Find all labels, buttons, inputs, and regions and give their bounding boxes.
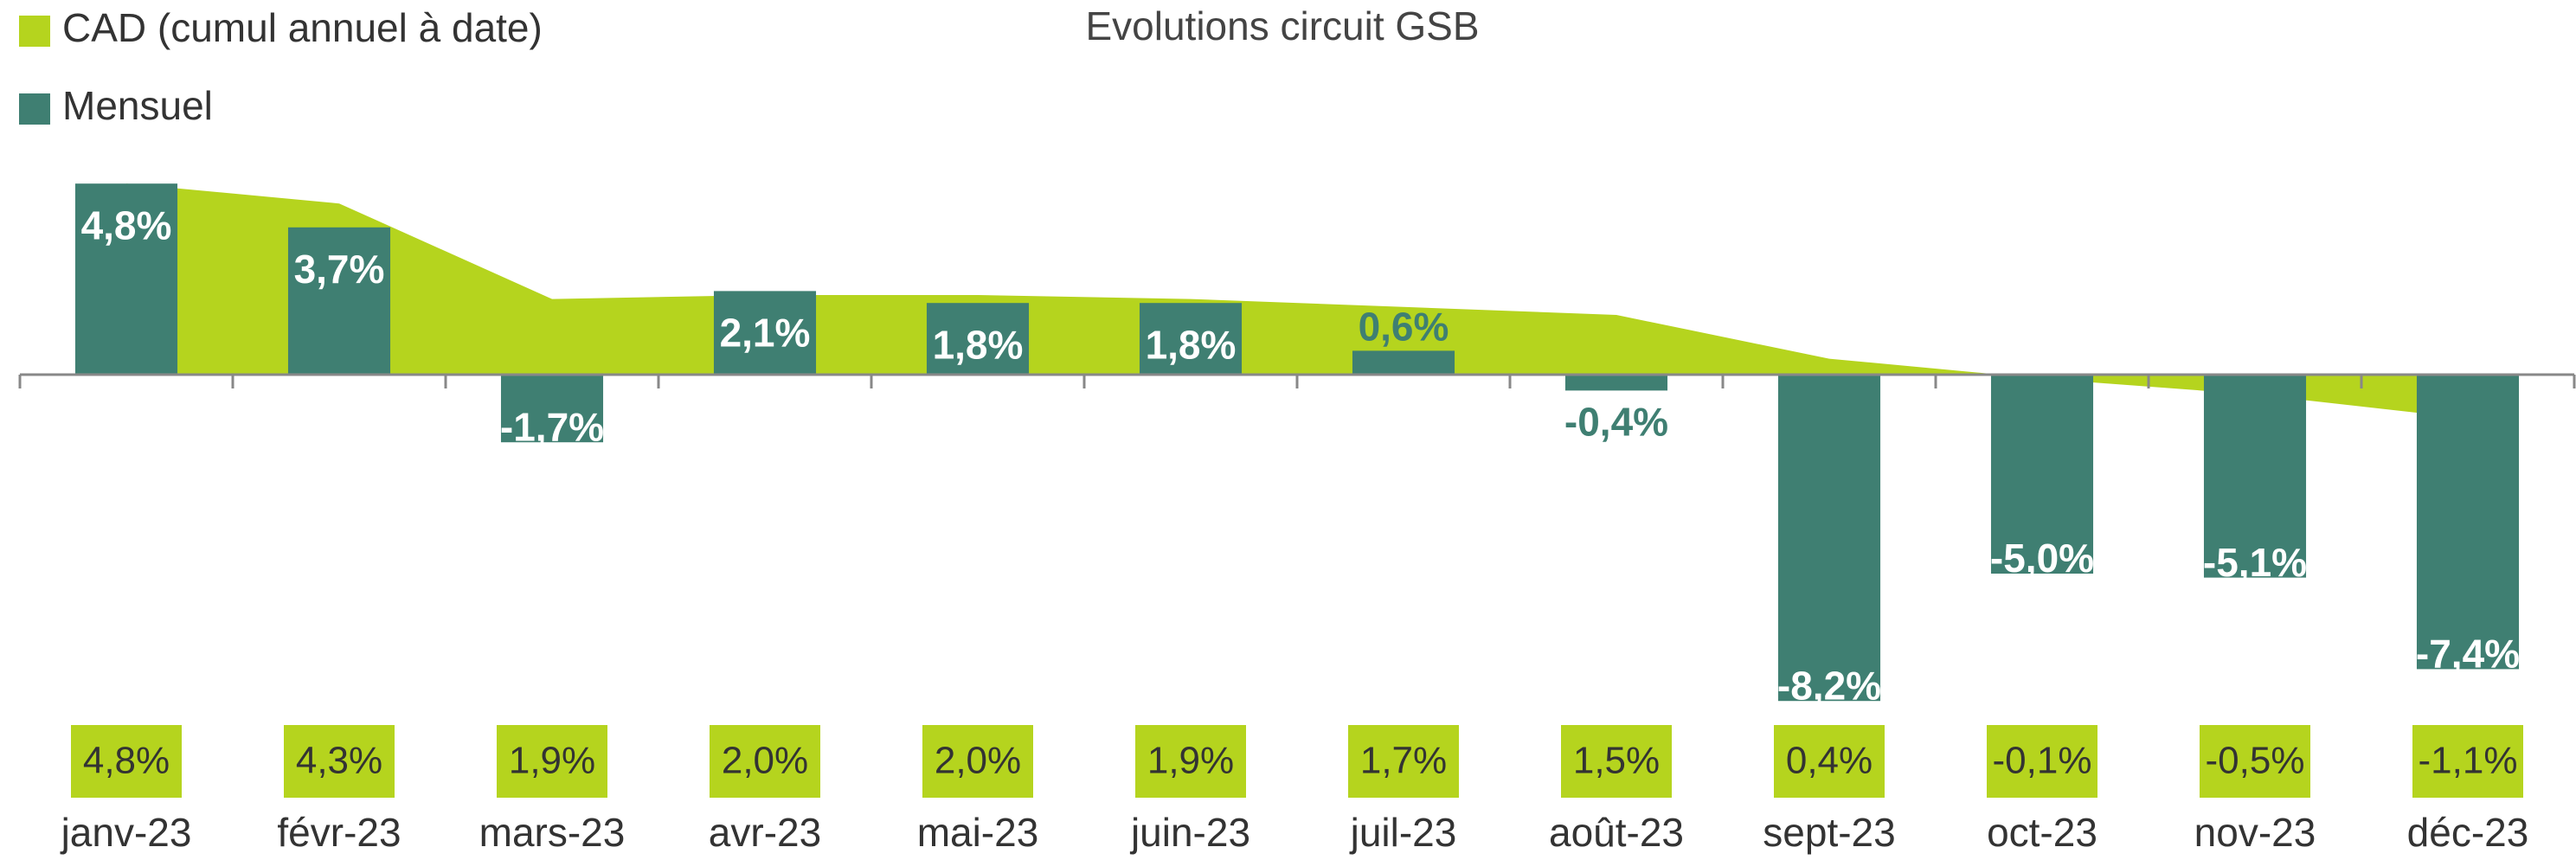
legend-label: CAD (cumul annuel à date) — [62, 5, 543, 50]
cad-value-label: 1,9% — [509, 740, 595, 782]
cad-label-box — [1135, 725, 1246, 798]
bar-value-label: 2,1% — [720, 311, 811, 356]
bar — [1352, 350, 1455, 375]
cad-value-label: 4,3% — [296, 740, 382, 782]
area — [126, 183, 2468, 419]
x-tick-label: nov-23 — [2194, 810, 2316, 855]
bar-value-label: -8,2% — [1777, 663, 1881, 708]
cad-value-label: -1,1% — [2419, 740, 2518, 782]
cad-label-box — [710, 725, 820, 798]
bar-value-label: 1,8% — [933, 322, 1024, 367]
cad-value-label: 1,7% — [1360, 740, 1447, 782]
x-tick-label: déc-23 — [2407, 810, 2529, 855]
bar — [500, 375, 604, 443]
cad-label-box — [71, 725, 182, 798]
bar — [1990, 375, 2094, 574]
x-tick-label: mai-23 — [917, 810, 1039, 855]
cad-label-box — [1348, 725, 1459, 798]
x-tick-label: févr-23 — [277, 810, 401, 855]
bar-value-label: 0,6% — [1359, 305, 1449, 350]
x-tick-label: juin-23 — [1129, 810, 1250, 855]
cad-label-box — [2412, 725, 2523, 798]
bar-value-label: 1,8% — [1146, 322, 1237, 367]
legend-swatch — [19, 93, 50, 125]
bar — [74, 183, 178, 375]
cad-value-label: -0,1% — [1993, 740, 2092, 782]
cad-value-label: 1,9% — [1147, 740, 1234, 782]
bar — [713, 291, 817, 375]
bar-value-label: -7,4% — [2416, 632, 2520, 677]
chart-title: Evolutions circuit GSB — [1085, 3, 1479, 48]
bar — [1777, 375, 1881, 702]
x-tick-label: juil-23 — [1349, 810, 1457, 855]
cad-value-label: 4,8% — [83, 740, 170, 782]
bar — [2203, 375, 2307, 578]
cad-label-box — [2200, 725, 2310, 798]
x-tick-label: janv-23 — [60, 810, 192, 855]
cad-label-box — [922, 725, 1033, 798]
cad-value-label: 2,0% — [722, 740, 808, 782]
cad-value-label: 1,5% — [1573, 740, 1660, 782]
bar — [926, 303, 1030, 375]
cad-label-box — [1774, 725, 1885, 798]
x-tick-label: mars-23 — [479, 810, 626, 855]
legend-label: Mensuel — [62, 83, 213, 128]
cad-value-label: 0,4% — [1786, 740, 1873, 782]
bar-value-label: -0,4% — [1564, 400, 1668, 445]
cad-value-label: 2,0% — [935, 740, 1021, 782]
bar-value-label: -5,1% — [2203, 540, 2307, 585]
bar — [1139, 303, 1243, 375]
bar — [287, 227, 391, 375]
bar — [2416, 375, 2520, 670]
x-tick-label: sept-23 — [1763, 810, 1895, 855]
bar-value-label: 4,8% — [81, 202, 172, 247]
x-tick-label: oct-23 — [1987, 810, 2097, 855]
cad-label-box — [497, 725, 607, 798]
x-tick-label: avr-23 — [709, 810, 821, 855]
legend-swatch — [19, 16, 50, 47]
bar — [1564, 375, 1668, 391]
x-tick-label: août-23 — [1549, 810, 1684, 855]
bar-value-label: 3,7% — [294, 247, 385, 292]
bar-value-label: -1,7% — [500, 404, 604, 449]
cad-label-box — [1987, 725, 2097, 798]
bar-value-label: -5,0% — [1990, 536, 2094, 581]
cad-value-label: -0,5% — [2206, 740, 2305, 782]
cad-label-box — [284, 725, 395, 798]
cad-label-box — [1561, 725, 1672, 798]
